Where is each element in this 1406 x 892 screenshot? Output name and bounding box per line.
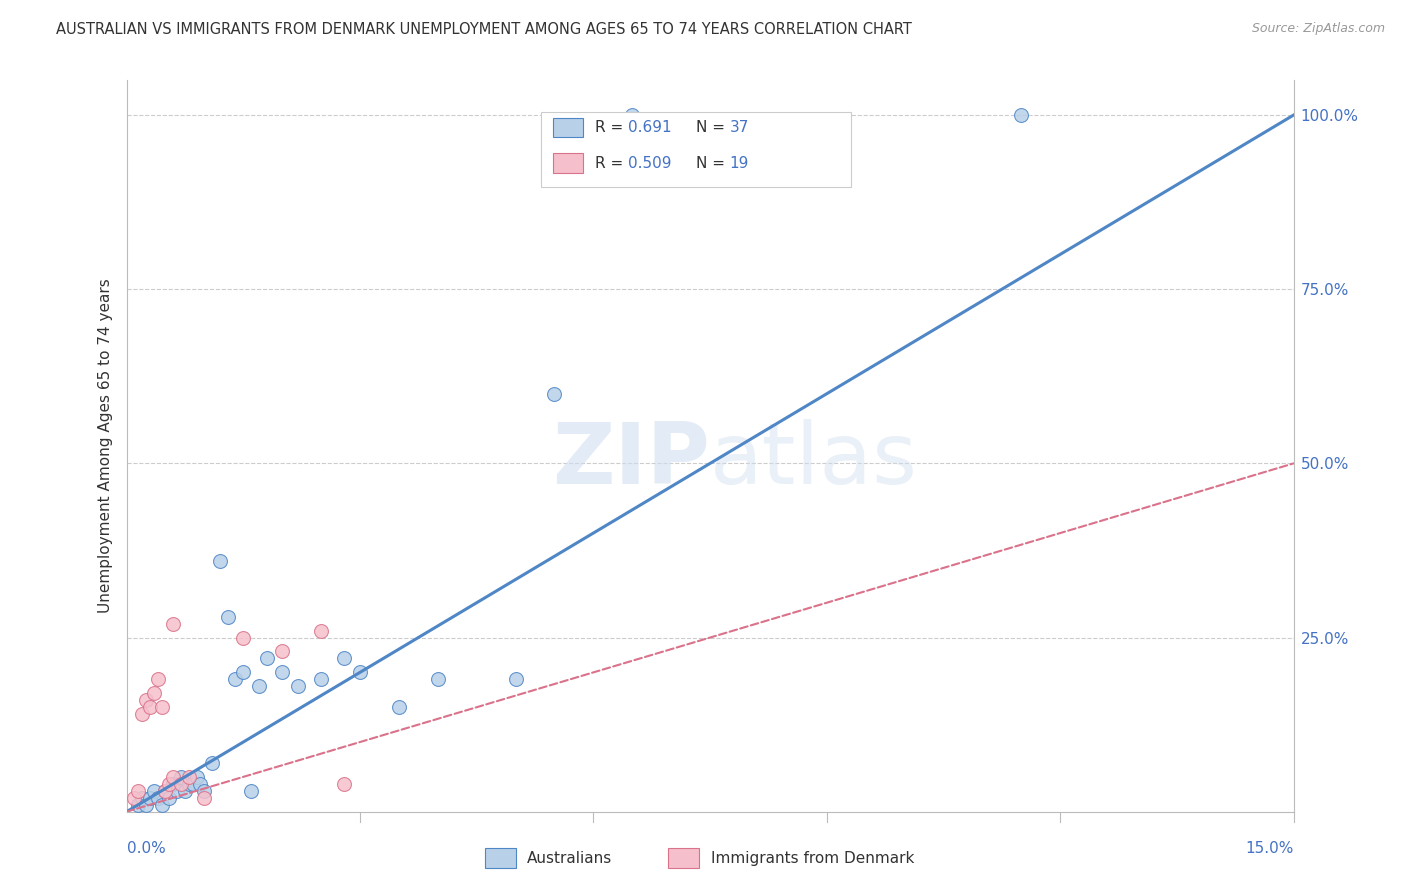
- Point: [177, 770, 200, 784]
- Text: 19: 19: [730, 156, 749, 170]
- Text: 0.509: 0.509: [628, 156, 672, 170]
- Point: [256, 651, 278, 665]
- Point: [247, 679, 270, 693]
- Text: ZIP: ZIP: [553, 419, 710, 502]
- Text: Source: ZipAtlas.com: Source: ZipAtlas.com: [1251, 22, 1385, 36]
- Point: [135, 693, 157, 707]
- Point: [190, 777, 212, 791]
- Point: [139, 790, 162, 805]
- Point: [309, 624, 332, 638]
- Point: [124, 790, 146, 805]
- Point: [170, 770, 193, 784]
- Text: AUSTRALIAN VS IMMIGRANTS FROM DENMARK UNEMPLOYMENT AMONG AGES 65 TO 74 YEARS COR: AUSTRALIAN VS IMMIGRANTS FROM DENMARK UN…: [56, 22, 912, 37]
- Text: Immigrants from Denmark: Immigrants from Denmark: [711, 851, 915, 865]
- Point: [155, 784, 177, 798]
- Point: [426, 673, 449, 687]
- Point: [155, 784, 177, 798]
- Text: 0.691: 0.691: [628, 120, 672, 135]
- Point: [162, 777, 184, 791]
- Text: R =: R =: [595, 156, 628, 170]
- Point: [186, 770, 208, 784]
- Point: [271, 665, 294, 680]
- Point: [224, 673, 246, 687]
- Point: [177, 777, 200, 791]
- Point: [166, 784, 188, 798]
- Point: [131, 707, 153, 722]
- Point: [139, 700, 162, 714]
- Point: [271, 644, 294, 658]
- Point: [201, 756, 224, 770]
- Point: [162, 770, 184, 784]
- Text: atlas: atlas: [710, 419, 918, 502]
- Point: [333, 777, 356, 791]
- Point: [150, 797, 173, 812]
- Point: [127, 784, 149, 798]
- Point: [127, 797, 149, 812]
- Text: N =: N =: [696, 120, 730, 135]
- Point: [621, 108, 644, 122]
- Point: [193, 784, 215, 798]
- Point: [349, 665, 371, 680]
- Point: [388, 700, 411, 714]
- Point: [135, 797, 157, 812]
- Point: [208, 554, 231, 568]
- Point: [142, 784, 165, 798]
- Point: [240, 784, 263, 798]
- Point: [157, 777, 180, 791]
- Text: 37: 37: [730, 120, 749, 135]
- Point: [157, 790, 180, 805]
- Text: 0.0%: 0.0%: [127, 841, 166, 856]
- Text: Australians: Australians: [527, 851, 613, 865]
- Text: 15.0%: 15.0%: [1246, 841, 1294, 856]
- Point: [287, 679, 309, 693]
- Point: [181, 777, 204, 791]
- Text: N =: N =: [696, 156, 730, 170]
- Point: [543, 386, 565, 401]
- Point: [146, 790, 169, 805]
- Point: [232, 665, 254, 680]
- Text: R =: R =: [595, 120, 628, 135]
- Point: [142, 686, 165, 700]
- Point: [146, 673, 169, 687]
- Point: [131, 790, 153, 805]
- Point: [505, 673, 527, 687]
- Point: [162, 616, 184, 631]
- Point: [170, 777, 193, 791]
- Point: [217, 609, 239, 624]
- Point: [193, 790, 215, 805]
- Y-axis label: Unemployment Among Ages 65 to 74 years: Unemployment Among Ages 65 to 74 years: [97, 278, 112, 614]
- Point: [150, 700, 173, 714]
- Point: [333, 651, 356, 665]
- Point: [232, 631, 254, 645]
- Point: [309, 673, 332, 687]
- Point: [174, 784, 197, 798]
- Point: [1010, 108, 1032, 122]
